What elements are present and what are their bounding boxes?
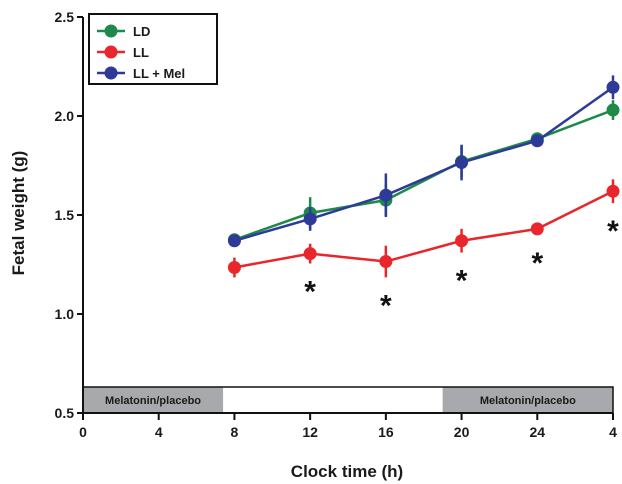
data-point-1-1 (303, 247, 317, 261)
legend-label-2: LL + Mel (133, 66, 185, 81)
x-tick-label-5: 20 (454, 424, 470, 440)
legend-marker-1 (104, 45, 118, 59)
x-tick-label-4: 16 (378, 424, 394, 440)
treatment-band-0 (83, 387, 224, 413)
legend-marker-2 (104, 66, 118, 80)
data-point-1-3 (455, 234, 469, 248)
series-line-0 (234, 108, 614, 241)
legend-label-0: LD (133, 24, 150, 39)
treatment-band-label-1: Melatonin/placebo (480, 395, 576, 407)
data-point-2-2 (379, 188, 393, 202)
data-point-2-0 (227, 234, 241, 248)
significance-star-2: * (456, 265, 468, 298)
data-point-1-0 (227, 260, 241, 274)
significance-star-1: * (380, 289, 392, 322)
x-tick-label-7: 4 (609, 424, 617, 440)
x-axis-title: Clock time (h) (291, 462, 403, 481)
y-axis-title: Fetal weight (g) (9, 151, 28, 276)
y-tick-label-0: 0.5 (55, 405, 75, 421)
y-tick-label-4: 2.5 (55, 9, 75, 25)
significance-star-0: * (304, 276, 316, 309)
data-point-1-2 (379, 255, 393, 269)
series-line-1 (234, 190, 614, 269)
x-tick-label-2: 8 (231, 424, 239, 440)
data-point-2-5 (606, 80, 620, 94)
treatment-bands: Melatonin/placebo Melatonin/placebo (82, 386, 614, 414)
data-point-1-4 (530, 222, 544, 236)
series-line-2 (234, 86, 614, 242)
x-tick-label-0: 0 (79, 424, 87, 440)
y-tick-label-2: 1.5 (55, 207, 75, 223)
x-tick-label-3: 12 (302, 424, 318, 440)
y-tick-label-1: 1.0 (55, 306, 75, 322)
legend-label-1: LL (133, 45, 149, 60)
data-point-2-4 (530, 134, 544, 148)
axes: 0.5 1.0 1.5 2.0 2.5 0 4 8 12 16 20 24 4 (55, 9, 618, 440)
legend-marker-0 (104, 24, 118, 38)
y-tick-label-3: 2.0 (55, 108, 75, 124)
significance-star-3: * (531, 247, 543, 280)
significance-star-4: * (607, 215, 619, 248)
treatment-band-1 (442, 387, 613, 413)
series-ld (227, 100, 620, 247)
data-point-2-3 (455, 156, 469, 170)
data-point-0-5 (606, 103, 620, 117)
x-tick-label-6: 24 (529, 424, 545, 440)
legend: LD LL LL + Mel (88, 13, 218, 85)
treatment-band-label-0: Melatonin/placebo (105, 395, 201, 407)
series-ll-mel (227, 75, 620, 248)
series-ll (227, 179, 620, 278)
x-tick-label-1: 4 (155, 424, 163, 440)
series-group (227, 75, 620, 278)
data-point-1-5 (606, 184, 620, 198)
data-point-2-1 (303, 212, 317, 226)
significance-markers: * * * * * (304, 215, 619, 322)
